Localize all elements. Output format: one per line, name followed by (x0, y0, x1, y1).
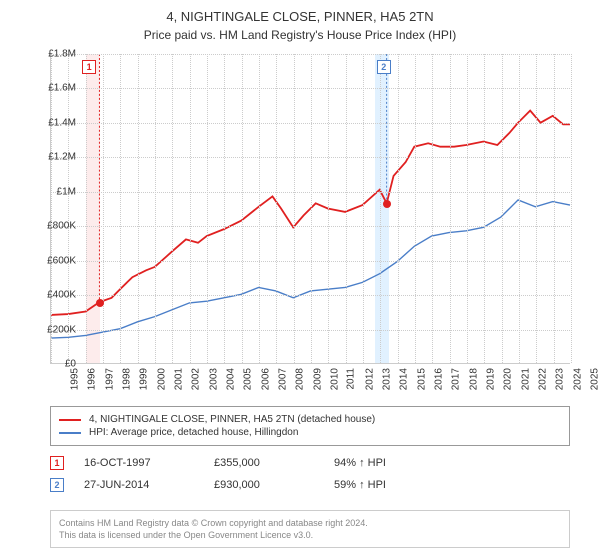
gridline-v (363, 54, 364, 363)
y-tick-label: £600K (47, 255, 76, 266)
x-tick-label: 2020 (503, 368, 514, 390)
sales-list: 1 16-OCT-1997 £355,000 94% ↑ HPI 2 27-JUN-201… (50, 452, 570, 496)
gridline-v (519, 54, 520, 363)
x-tick-label: 2018 (468, 368, 479, 390)
y-tick-label: £1M (57, 186, 76, 197)
x-tick-label: 1997 (104, 368, 115, 390)
x-tick-label: 2017 (451, 368, 462, 390)
gridline-v (536, 54, 537, 363)
x-tick-label: 2003 (208, 368, 219, 390)
sale-date: 27-JUN-2014 (84, 479, 194, 491)
gridline-v (103, 54, 104, 363)
gridline-v (86, 54, 87, 363)
x-tick-label: 2009 (312, 368, 323, 390)
chart-subtitle: Price paid vs. HM Land Registry's House … (0, 26, 600, 42)
marker-dot (96, 299, 104, 307)
gridline-v (398, 54, 399, 363)
gridline-v (450, 54, 451, 363)
x-tick-label: 2015 (416, 368, 427, 390)
y-tick-label: £1.6M (48, 83, 76, 94)
x-tick-label: 2005 (243, 368, 254, 390)
y-tick-label: £800K (47, 221, 76, 232)
marker-label-box: 2 (377, 60, 391, 74)
sale-marker-box: 1 (50, 456, 64, 470)
gridline-v (294, 54, 295, 363)
legend-item: HPI: Average price, detached house, Hill… (59, 426, 561, 439)
gridline-v (120, 54, 121, 363)
chart-plot-area: 12 (50, 54, 570, 364)
x-tick-label: 1996 (87, 368, 98, 390)
gridline-v (484, 54, 485, 363)
gridline-v (311, 54, 312, 363)
x-tick-label: 1999 (139, 368, 150, 390)
gridline-v (502, 54, 503, 363)
y-tick-label: £400K (47, 290, 76, 301)
x-tick-label: 2022 (537, 368, 548, 390)
x-tick-label: 2007 (277, 368, 288, 390)
gridline-v (172, 54, 173, 363)
x-tick-label: 2008 (295, 368, 306, 390)
y-tick-label: £1.4M (48, 117, 76, 128)
y-tick-label: £1.2M (48, 152, 76, 163)
x-tick-label: 2006 (260, 368, 271, 390)
x-tick-label: 1995 (69, 368, 80, 390)
gridline-v (346, 54, 347, 363)
legend-item: 4, NIGHTINGALE CLOSE, PINNER, HA5 2TN (d… (59, 413, 561, 426)
sale-row: 1 16-OCT-1997 £355,000 94% ↑ HPI (50, 452, 570, 474)
gridline-v (68, 54, 69, 363)
gridline-v (155, 54, 156, 363)
legend-label: HPI: Average price, detached house, Hill… (89, 427, 298, 438)
gridline-v (138, 54, 139, 363)
sale-price: £355,000 (214, 457, 314, 469)
x-tick-label: 2016 (433, 368, 444, 390)
y-tick-label: £200K (47, 324, 76, 335)
x-tick-label: 2002 (191, 368, 202, 390)
gridline-v (242, 54, 243, 363)
x-tick-label: 2021 (520, 368, 531, 390)
x-tick-label: 1998 (121, 368, 132, 390)
footer-line-1: Contains HM Land Registry data © Crown c… (59, 517, 561, 529)
sale-row: 2 27-JUN-2014 £930,000 59% ↑ HPI (50, 474, 570, 496)
x-tick-label: 2023 (555, 368, 566, 390)
sale-marker-box: 2 (50, 478, 64, 492)
gridline-v (190, 54, 191, 363)
x-tick-label: 2024 (572, 368, 583, 390)
gridline-v (51, 54, 52, 363)
x-tick-label: 2025 (589, 368, 600, 390)
gridline-v (276, 54, 277, 363)
footer-attribution: Contains HM Land Registry data © Crown c… (50, 510, 570, 548)
x-tick-label: 2013 (381, 368, 392, 390)
x-tick-label: 2011 (346, 368, 357, 390)
x-tick-label: 2014 (399, 368, 410, 390)
marker-dot (383, 200, 391, 208)
sale-date: 16-OCT-1997 (84, 457, 194, 469)
legend-swatch (59, 419, 81, 421)
sale-price: £930,000 (214, 479, 314, 491)
sale-percent: 94% ↑ HPI (334, 457, 434, 469)
x-tick-label: 2001 (173, 368, 184, 390)
gridline-v (328, 54, 329, 363)
gridline-v (224, 54, 225, 363)
gridline-v (259, 54, 260, 363)
y-tick-label: £1.8M (48, 49, 76, 60)
x-tick-label: 2019 (485, 368, 496, 390)
x-tick-label: 2010 (329, 368, 340, 390)
sale-percent: 59% ↑ HPI (334, 479, 434, 491)
gridline-v (467, 54, 468, 363)
x-tick-label: 2012 (364, 368, 375, 390)
marker-label-box: 1 (82, 60, 96, 74)
gridline-v (554, 54, 555, 363)
legend-swatch (59, 432, 81, 434)
x-tick-label: 2000 (156, 368, 167, 390)
footer-line-2: This data is licensed under the Open Gov… (59, 529, 561, 541)
gridline-v (432, 54, 433, 363)
chart-title: 4, NIGHTINGALE CLOSE, PINNER, HA5 2TN (0, 0, 600, 26)
gridline-v (571, 54, 572, 363)
x-tick-label: 2004 (225, 368, 236, 390)
legend-label: 4, NIGHTINGALE CLOSE, PINNER, HA5 2TN (d… (89, 414, 375, 425)
gridline-v (207, 54, 208, 363)
gridline-v (415, 54, 416, 363)
legend-box: 4, NIGHTINGALE CLOSE, PINNER, HA5 2TN (d… (50, 406, 570, 446)
gridline-v (380, 54, 381, 363)
